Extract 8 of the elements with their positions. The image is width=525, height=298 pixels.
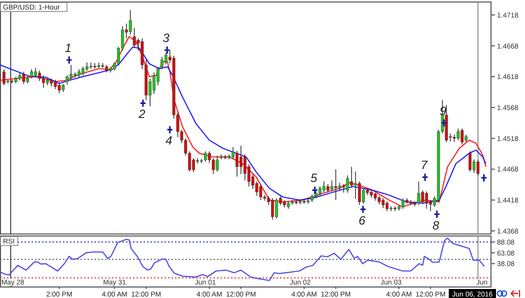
annotation: 3 [162,31,170,46]
annotation: 8 [432,218,440,232]
annotation: 2 [138,107,146,122]
annotation: 4 [166,134,173,148]
annotation: 7 [420,158,429,172]
annotation: 1 [64,41,72,55]
annotation: 6 [358,213,366,228]
annotation: 5 [310,171,318,186]
